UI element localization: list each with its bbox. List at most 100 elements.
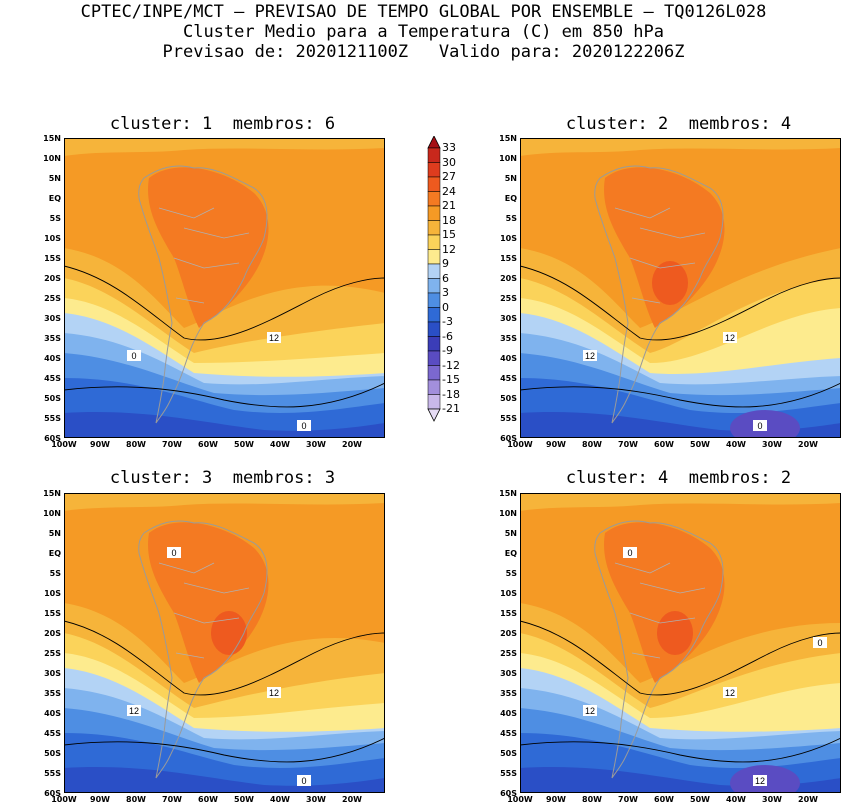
lat-label: 60S	[500, 434, 517, 443]
lon-label: 20W	[798, 795, 818, 804]
lon-label: 80W	[582, 795, 602, 804]
colorbar-label: 12	[442, 242, 456, 256]
lat-label: 60S	[500, 789, 517, 798]
contour-12	[520, 265, 841, 341]
lat-label: 60S	[44, 789, 61, 798]
lon-label: 70W	[618, 795, 638, 804]
colorbar	[427, 135, 441, 445]
lat-label: EQ	[504, 194, 517, 203]
lat-label: 10N	[43, 154, 61, 163]
svg-text:0: 0	[301, 776, 306, 786]
svg-text:0: 0	[817, 638, 822, 648]
temperature-map: 12 12 0 0	[64, 493, 385, 793]
colorbar-swatch	[427, 379, 441, 395]
contour-label: 0	[297, 775, 311, 786]
colorbar-label: 15	[442, 228, 456, 241]
contour-label: 12	[753, 775, 767, 786]
lon-label: 50W	[234, 440, 254, 449]
lat-label: 45S	[500, 729, 517, 738]
lat-label: 5S	[505, 569, 517, 578]
lon-label: 40W	[726, 795, 746, 804]
header-line-2: Cluster Medio para a Temperatura (C) em …	[182, 22, 665, 42]
colorbar-label: 24	[442, 184, 456, 198]
colorbar-swatch	[427, 307, 441, 323]
colorbar-swatch	[427, 205, 441, 221]
contour-label: 0	[753, 420, 767, 431]
lon-label: 100W	[507, 795, 533, 804]
lat-label: 40S	[500, 709, 517, 718]
lat-label: 35S	[500, 689, 517, 698]
svg-text:12: 12	[269, 688, 279, 698]
colorbar-swatch	[427, 147, 441, 163]
lat-label: 10N	[499, 509, 517, 518]
lon-label: 50W	[234, 795, 254, 804]
contour-label: 12	[267, 332, 281, 343]
panel-1-title: cluster: 1 membros: 6	[109, 114, 336, 134]
lat-label: 5N	[504, 174, 517, 183]
lat-label: 15S	[500, 609, 517, 618]
svg-text:12: 12	[129, 706, 139, 716]
colorbar-swatch	[427, 191, 441, 207]
contour-label: 12	[267, 687, 281, 698]
colorbar-label: -9	[442, 344, 453, 357]
lat-label: 40S	[44, 354, 61, 363]
svg-text:12: 12	[269, 333, 279, 343]
colorbar-label: 6	[442, 271, 449, 285]
colorbar-arrow-bottom	[427, 408, 441, 422]
band-24	[657, 611, 693, 655]
lon-label: 70W	[618, 440, 638, 449]
lon-label: 100W	[51, 440, 77, 449]
temperature-map: 12 0 0	[64, 138, 385, 438]
lon-label: 90W	[546, 795, 566, 804]
header-line-1: CPTEC/INPE/MCT — PREVISAO DE TEMPO GLOBA…	[80, 2, 767, 22]
lon-label: 30W	[762, 795, 782, 804]
band-15-north	[64, 493, 385, 511]
lon-label: 40W	[726, 440, 746, 449]
lat-label: 5N	[48, 174, 61, 183]
lat-label: 30S	[44, 314, 61, 323]
lon-label: 60W	[654, 440, 674, 449]
map-panel-2: 12 12 0	[520, 138, 841, 438]
colorbar-label: 18	[442, 213, 456, 227]
contour-0	[520, 382, 841, 408]
colorbar-label: 30	[442, 155, 456, 169]
band-15-north	[520, 138, 841, 156]
lat-label: EQ	[48, 194, 61, 203]
map-frame	[520, 138, 841, 438]
coastline	[138, 520, 268, 779]
lat-label: 25S	[500, 649, 517, 658]
lat-label: 30S	[500, 669, 517, 678]
lat-label: 50S	[500, 394, 517, 403]
colorbar-swatch	[427, 278, 441, 294]
temperature-map: 12 12 0	[520, 138, 841, 438]
lat-label: EQ	[504, 549, 517, 558]
colorbar-swatch	[427, 220, 441, 236]
lat-label: 20S	[500, 274, 517, 283]
contour-0	[520, 737, 841, 763]
colorbar-swatch	[427, 234, 441, 250]
lat-label: 10S	[500, 234, 517, 243]
lat-label: 5S	[49, 569, 61, 578]
contour-label: 0	[127, 350, 141, 361]
panel-4-title: cluster: 4 membros: 2	[565, 468, 792, 488]
colorbar-label: 9	[442, 257, 449, 270]
svg-text:0: 0	[301, 421, 306, 431]
contour-label: 0	[623, 547, 637, 558]
lat-label: 50S	[44, 394, 61, 403]
band-15-north	[64, 138, 385, 156]
lat-label: 50S	[44, 749, 61, 758]
contour-label: 0	[297, 420, 311, 431]
colorbar-swatch	[427, 336, 441, 352]
map-frame	[64, 138, 385, 438]
colorbar-label: -12	[442, 358, 460, 372]
colorbar-arrow-top	[427, 135, 441, 149]
lat-label: 40S	[500, 354, 517, 363]
lat-label: 25S	[44, 649, 61, 658]
lat-label: 55S	[44, 769, 61, 778]
colorbar-label: -15	[442, 373, 460, 386]
lat-label: 20S	[44, 274, 61, 283]
colorbar-swatch	[427, 249, 441, 265]
colorbar-swatch	[427, 394, 441, 410]
lon-label: 60W	[654, 795, 674, 804]
lat-label: 20S	[500, 629, 517, 638]
